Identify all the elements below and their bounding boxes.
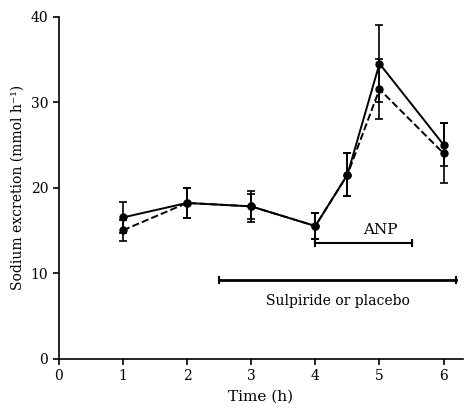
Text: ANP: ANP — [364, 223, 398, 237]
Text: Sulpiride or placebo: Sulpiride or placebo — [266, 294, 410, 308]
Y-axis label: Sodium excretion (mmol h⁻¹): Sodium excretion (mmol h⁻¹) — [11, 85, 25, 290]
X-axis label: Time (h): Time (h) — [228, 390, 293, 404]
